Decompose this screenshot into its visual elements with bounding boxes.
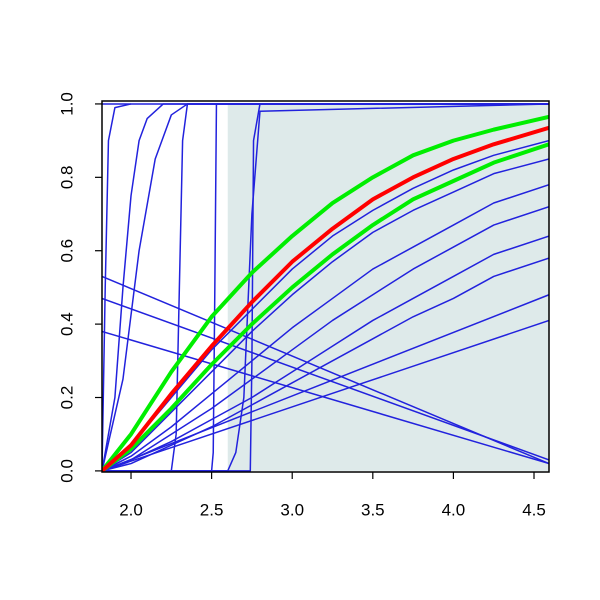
- curve: [102, 142, 549, 472]
- plot-box: [101, 100, 550, 473]
- axes: 2.0 2.5 3.0 3.5 4.0 4.5 0.0 0.2 0.4 0.6 0.8 1.0: [57, 92, 550, 519]
- curve: [102, 205, 549, 472]
- plot-area: [102, 103, 549, 472]
- curve: [102, 183, 549, 472]
- y-tick-label: 0.0: [57, 459, 76, 483]
- x-tick-label: 2.0: [119, 500, 143, 519]
- curve: [102, 103, 549, 472]
- curve: [102, 103, 549, 472]
- x-tick-label: 4.0: [442, 500, 466, 519]
- curve: [102, 319, 549, 472]
- shaded-region: [227, 103, 549, 471]
- y-tick-label: 0.2: [57, 386, 76, 410]
- y-tick-label: 0.8: [57, 166, 76, 190]
- curve: [102, 294, 549, 472]
- y-tick-label: 0.4: [57, 312, 76, 336]
- x-tick-label: 3.5: [361, 500, 385, 519]
- curve: [102, 330, 549, 465]
- curve: [102, 257, 549, 472]
- x-tick-label: 2.5: [200, 500, 224, 519]
- x-tick-label: 4.5: [522, 500, 546, 519]
- curve: [102, 235, 549, 472]
- curve: [102, 125, 549, 472]
- curve: [102, 103, 132, 471]
- y-tick-label: 0.6: [57, 239, 76, 263]
- curve: [102, 297, 549, 461]
- curve: [102, 114, 549, 472]
- x-tick-label: 3.0: [280, 500, 304, 519]
- curve: [102, 158, 549, 472]
- y-tick-label: 1.0: [57, 92, 76, 116]
